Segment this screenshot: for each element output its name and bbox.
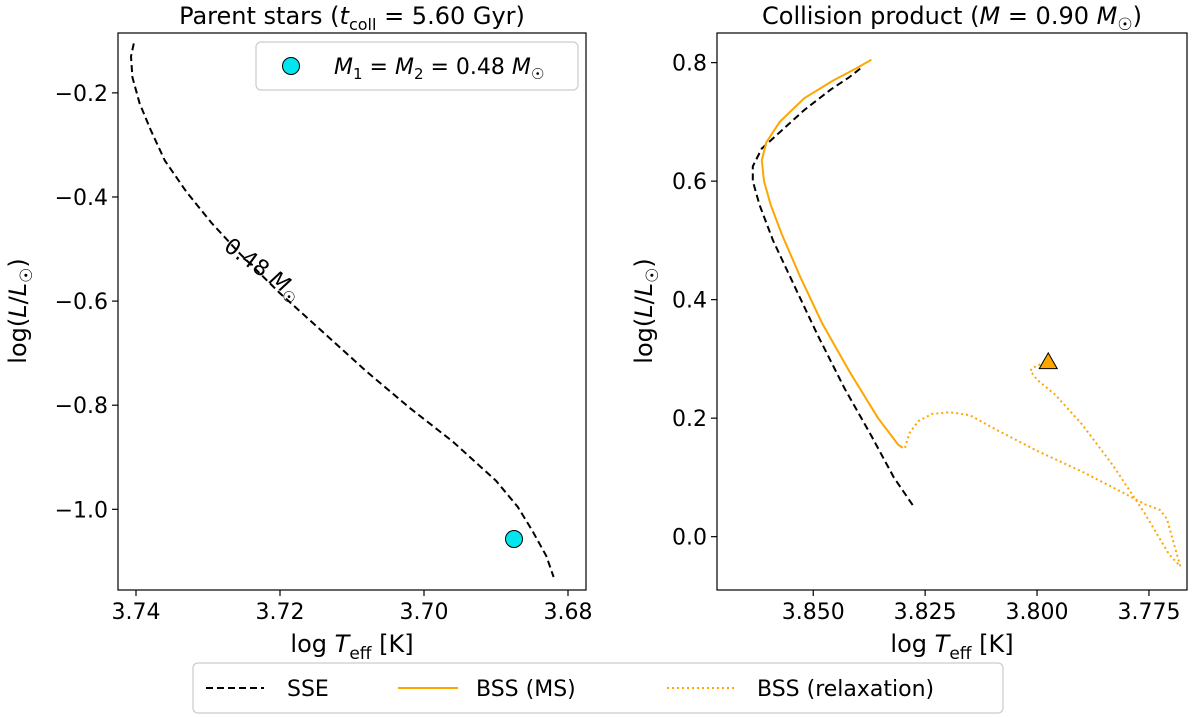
left-plot-area: 3.74 3.72 3.70 3.68 −0.2 −0.4 −0.6 −0.8 −1.0 0.48… — [55, 43, 593, 625]
right-series-sse — [751, 67, 915, 508]
left-axes-frame — [117, 32, 587, 591]
right-y-tick-label: 0.8 — [672, 52, 707, 77]
right-y-tick-label: 0.2 — [672, 407, 707, 432]
left-title: Parent stars (tcoll = 5.60 Gyr) — [179, 2, 525, 34]
right-axes-frame — [716, 32, 1188, 591]
right-series-bss-relaxation- — [904, 360, 1182, 568]
bottom-legend-box — [192, 662, 1004, 714]
right-x-axis-label: log Teff [K] — [890, 630, 1013, 664]
left-y-tick-label: −0.8 — [55, 394, 108, 419]
left-series-sse — [130, 43, 555, 578]
bottom-legend: SSE BSS (MS) BSS (relaxation) — [192, 662, 1004, 714]
orange-triangle-marker — [1038, 351, 1059, 370]
left-legend: M1 = M2 = 0.48 M☉ — [255, 41, 579, 91]
legend-bss-ms-label: BSS (MS) — [476, 677, 576, 702]
left-x-tick-label: 3.68 — [544, 600, 593, 625]
legend-bss-relaxation-label: BSS (relaxation) — [757, 677, 934, 702]
right-plot-area: 3.850 3.825 3.800 3.775 0.0 0.2 0.4 0.6 0.8 — [672, 52, 1182, 625]
left-legend-label: M1 = M2 = 0.48 M☉ — [334, 55, 544, 83]
cyan-circle-marker — [505, 529, 523, 548]
left-legend-box — [255, 41, 579, 91]
right-x-tick-label: 3.775 — [1117, 600, 1180, 625]
legend-cyan-circle-marker — [282, 57, 300, 75]
legend-sse-label: SSE — [287, 677, 329, 702]
right-x-tick-label: 3.850 — [782, 600, 845, 625]
mass-annotation: 0.48 M☉ — [217, 234, 305, 309]
right-y-axis-label: log(L/L☉) — [630, 258, 663, 363]
left-y-tick-label: −0.4 — [55, 186, 108, 211]
left-y-tick-label: −0.6 — [55, 290, 108, 315]
left-y-tick-label: −1.0 — [55, 498, 108, 523]
right-x-tick-label: 3.800 — [1006, 600, 1069, 625]
left-x-tick-label: 3.70 — [400, 600, 449, 625]
right-series-bss-ms- — [760, 58, 904, 449]
left-x-axis-label: log Teff [K] — [290, 630, 413, 664]
left-x-tick-label: 3.74 — [112, 600, 161, 625]
right-y-tick-label: 0.4 — [672, 289, 707, 314]
right-x-tick-label: 3.825 — [894, 600, 957, 625]
left-panel: Parent stars (tcoll = 5.60 Gyr) 3.74 3.72… — [4, 2, 592, 664]
right-y-tick-label: 0.6 — [672, 170, 707, 195]
right-panel: Collision product (M = 0.90 M☉) 3.850 3.8… — [630, 2, 1188, 664]
right-y-tick-label: 0.0 — [672, 526, 707, 551]
left-y-axis-label: log(L/L☉) — [4, 258, 37, 363]
left-x-tick-label: 3.72 — [256, 600, 305, 625]
right-title: Collision product (M = 0.90 M☉) — [762, 2, 1142, 35]
left-y-tick-label: −0.2 — [55, 82, 108, 107]
